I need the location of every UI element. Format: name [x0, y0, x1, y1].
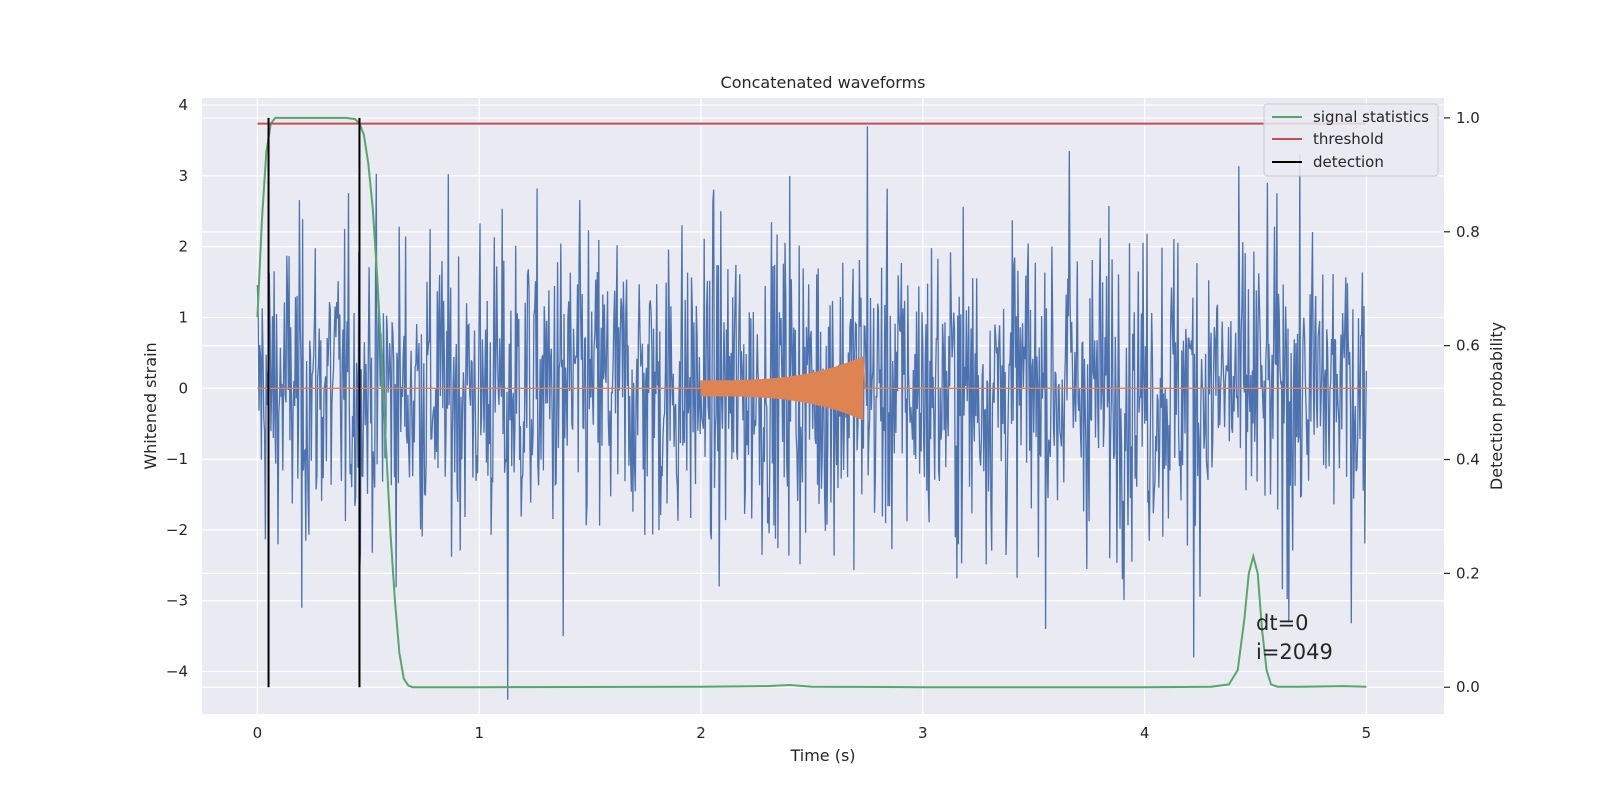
x-tick-label: 4	[1140, 724, 1150, 742]
y-tick-label: 4	[178, 96, 188, 114]
legend: signal statistics threshold detection	[1263, 103, 1439, 177]
y-tick-label: 0	[178, 379, 188, 397]
y-tick-label: −4	[166, 663, 188, 681]
legend-detection-label: detection	[1313, 153, 1384, 171]
y2-axis-label: Detection probability	[1487, 322, 1506, 490]
legend-threshold-label: threshold	[1313, 130, 1384, 148]
y2-tick-label: 0.0	[1456, 678, 1480, 696]
x-tick-label: 2	[696, 724, 706, 742]
y-tick-label: 2	[178, 238, 188, 256]
y-tick-label: −2	[166, 521, 188, 539]
y2-tick-label: 0.8	[1456, 223, 1480, 241]
y2-tick-label: 1.0	[1456, 109, 1480, 127]
chart-title: Concatenated waveforms	[721, 73, 926, 92]
y-tick-label: 1	[178, 308, 188, 326]
y2-tick-label: 0.2	[1456, 564, 1480, 582]
y-tick-label: −3	[166, 592, 188, 610]
y2-tick-label: 0.4	[1456, 451, 1480, 469]
signal-statistics-line	[256, 116, 1367, 689]
y-tick-label: 3	[178, 167, 188, 185]
x-tick-label: 1	[474, 724, 484, 742]
annotation-dt: dt=0	[1256, 611, 1309, 635]
y-tick-label: −1	[166, 450, 188, 468]
y2-tick-label: 0.6	[1456, 337, 1480, 355]
x-tick-label: 0	[253, 724, 263, 742]
axis-ticks: 0 1 2 3 4 5 4 3 2 1 0 −1 −2 −3 −4 1.0 0.8 0.6 0.4 0.2 0.0	[166, 96, 1480, 742]
x-axis-label: Time (s)	[789, 746, 855, 765]
x-tick-label: 5	[1362, 724, 1372, 742]
template-chirp-line	[257, 356, 1367, 421]
legend-signal-statistics-label: signal statistics	[1313, 108, 1429, 126]
annotation-index: i=2049	[1256, 640, 1333, 664]
plot-area	[256, 116, 1368, 700]
y-axis-label: Whitened strain	[141, 342, 160, 469]
legend-box	[1263, 103, 1439, 177]
x-tick-label: 3	[918, 724, 928, 742]
